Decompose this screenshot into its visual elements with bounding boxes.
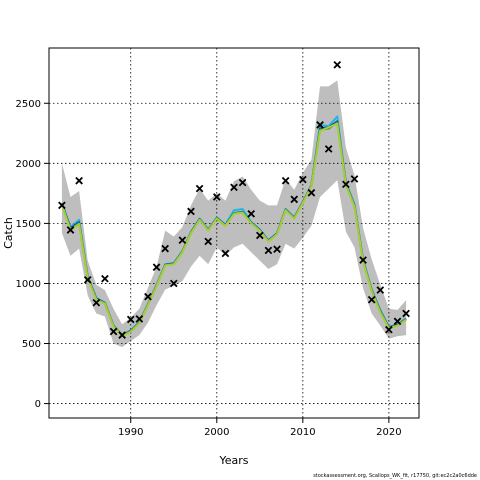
y-tick-label-1000: 1000 — [16, 279, 41, 290]
observed-point-2015 — [342, 180, 350, 189]
observed-point-2006 — [264, 246, 273, 255]
observed-point-1983 — [66, 226, 75, 234]
y-tick-label-0: 0 — [35, 399, 41, 410]
x-tick-label-2020: 2020 — [376, 427, 401, 438]
observed-point-2020 — [385, 325, 393, 334]
observed-point-2018 — [367, 295, 376, 304]
observed-point-1998 — [195, 184, 204, 193]
observed-point-2011 — [307, 188, 316, 197]
observed-point-2005 — [255, 231, 264, 240]
y-tick-label-2000: 2000 — [16, 159, 41, 170]
observed-point-1985 — [83, 276, 92, 284]
observed-point-2022 — [402, 309, 410, 318]
observed-point-1994 — [161, 244, 169, 253]
observed-point-1997 — [187, 207, 195, 216]
observed-point-1982 — [58, 201, 66, 210]
y-tick-label-2500: 2500 — [16, 99, 41, 110]
observed-point-2001 — [221, 249, 230, 258]
observed-point-1993 — [152, 263, 161, 272]
observed-point-2017 — [359, 256, 367, 264]
observed-point-2019 — [376, 286, 385, 294]
observed-point-1995 — [169, 279, 178, 288]
y-tick-label-500: 500 — [22, 339, 41, 350]
x-tick-label-2010: 2010 — [290, 427, 315, 438]
observed-point-2014 — [333, 60, 342, 69]
observed-point-2021 — [393, 317, 402, 326]
observed-point-1987 — [101, 274, 109, 283]
observed-point-2003 — [238, 178, 247, 187]
observed-point-2000 — [212, 193, 221, 201]
x-tick-label-1990: 1990 — [118, 427, 143, 438]
x-axis-title: Years — [218, 454, 248, 467]
observed-point-1999 — [204, 237, 213, 246]
observed-point-2002 — [230, 183, 238, 192]
x-tick-label-2000: 2000 — [204, 427, 229, 438]
observed-point-1986 — [92, 298, 101, 307]
y-tick-label-1500: 1500 — [16, 219, 41, 230]
observed-point-1990 — [126, 315, 135, 324]
observed-point-1984 — [75, 176, 83, 185]
observed-point-2016 — [350, 175, 359, 183]
observed-point-2009 — [290, 195, 299, 204]
y-axis-title: Catch — [2, 217, 15, 249]
plot-frame — [48, 47, 420, 419]
observed-point-1991 — [135, 315, 144, 323]
observed-point-2010 — [299, 175, 307, 184]
observed-point-2013 — [324, 145, 333, 153]
observed-point-2007 — [273, 245, 281, 254]
observed-point-2008 — [281, 176, 290, 185]
observed-point-2004 — [247, 209, 256, 218]
observed-point-2012 — [316, 121, 324, 129]
observed-point-1989 — [118, 331, 126, 339]
observed-point-1992 — [144, 292, 152, 301]
observed-point-1996 — [178, 236, 187, 245]
observed-point-1988 — [109, 327, 118, 336]
footer-source-text: stockassessment.org, Scallops_WK_fit, r1… — [313, 473, 477, 479]
